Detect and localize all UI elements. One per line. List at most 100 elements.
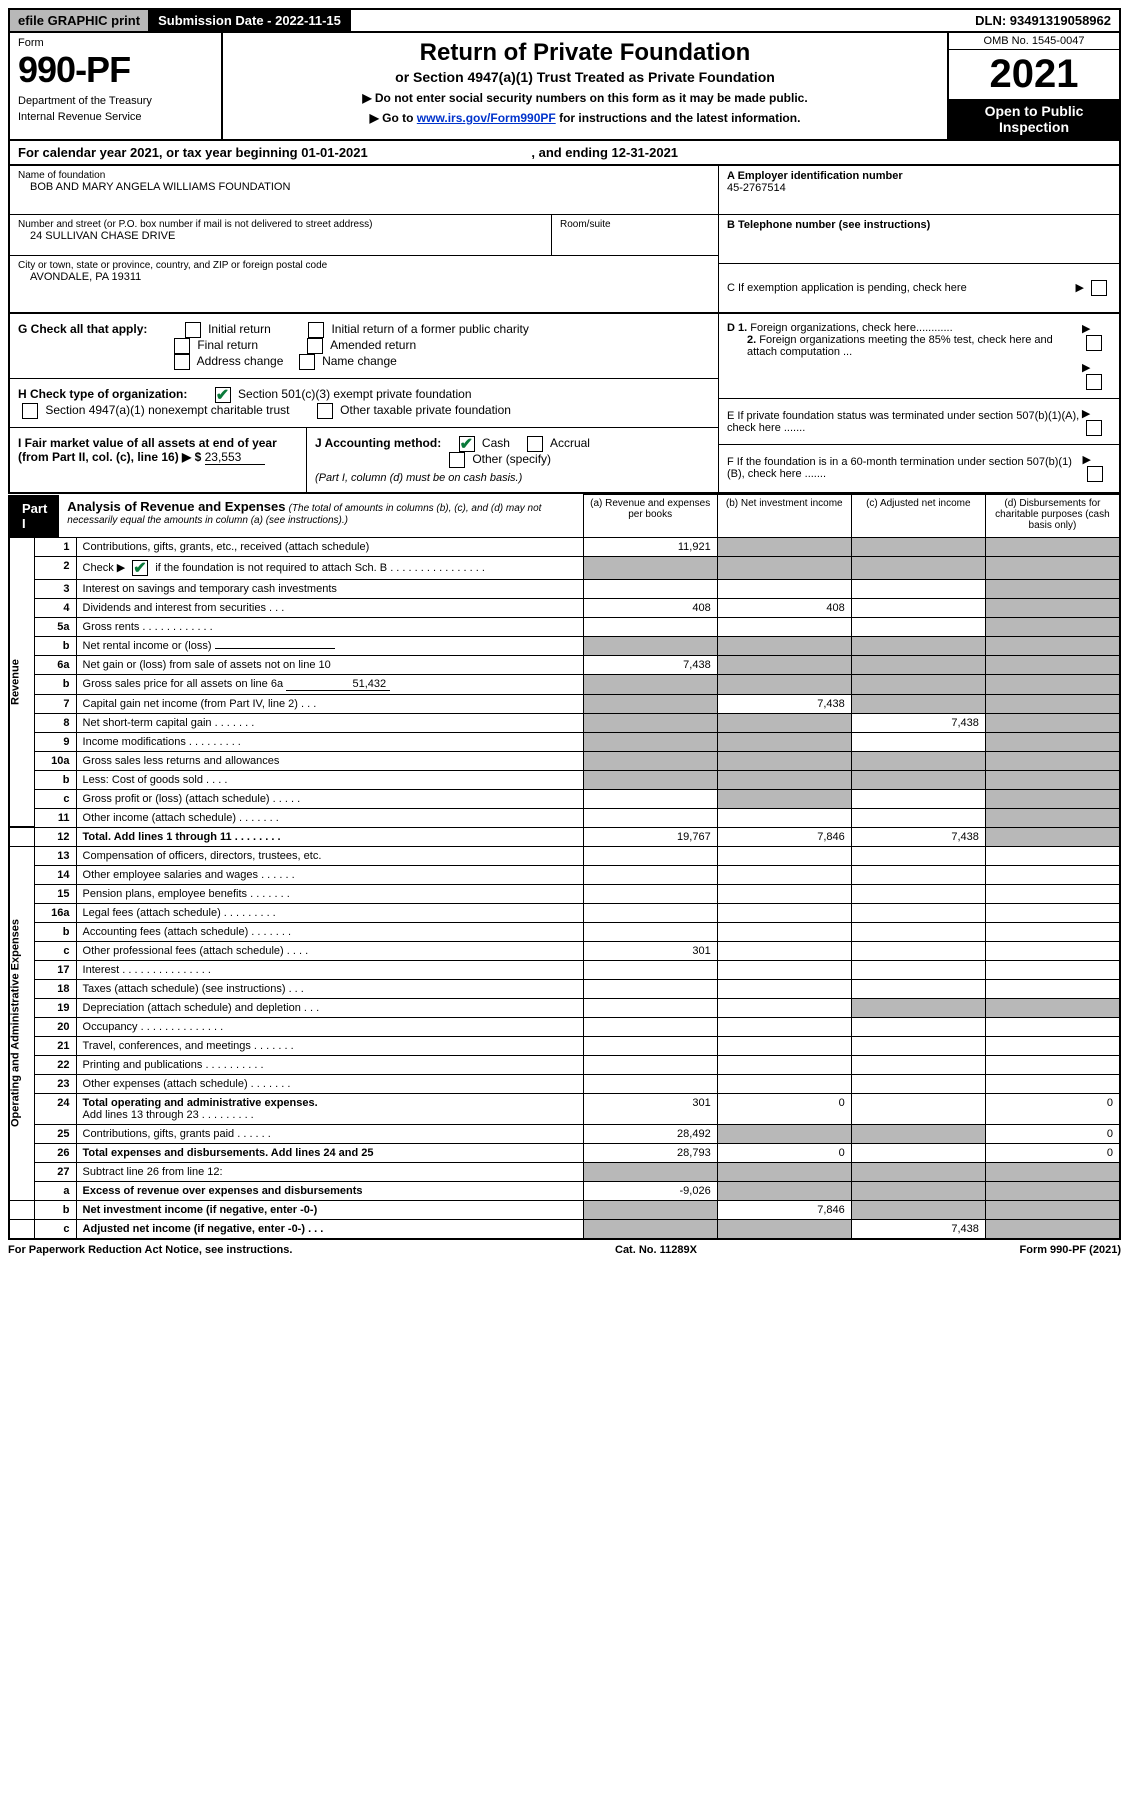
table-row: 9 Income modifications . . . . . . . . .	[9, 732, 1120, 751]
table-row: 26 Total expenses and disbursements. Add…	[9, 1143, 1120, 1162]
part1-title: Analysis of Revenue and Expenses	[67, 499, 285, 514]
j-cash-checkbox[interactable]	[459, 436, 475, 452]
g-name-checkbox[interactable]	[299, 354, 315, 370]
e-label: E If private foundation status was termi…	[727, 410, 1082, 434]
omb-number: OMB No. 1545-0047	[949, 33, 1119, 50]
table-row: 4 Dividends and interest from securities…	[9, 598, 1120, 617]
table-row: 12 Total. Add lines 1 through 11 . . . .…	[9, 827, 1120, 846]
table-row: bAccounting fees (attach schedule) . . .…	[9, 922, 1120, 941]
j-note: (Part I, column (d) must be on cash basi…	[315, 472, 710, 484]
efile-label[interactable]: efile GRAPHIC print	[10, 10, 150, 31]
ein-label: A Employer identification number	[727, 170, 1111, 182]
c-row: C If exemption application is pending, c…	[719, 264, 1119, 312]
irs-label: Internal Revenue Service	[18, 111, 213, 123]
street-address: 24 SULLIVAN CHASE DRIVE	[18, 230, 543, 242]
h-label: H Check type of organization:	[18, 387, 187, 401]
j-accrual: Accrual	[550, 436, 590, 450]
e-checkbox[interactable]	[1086, 420, 1102, 436]
form-header: Form 990-PF Department of the Treasury I…	[8, 33, 1121, 141]
amt-b	[717, 537, 851, 556]
dln: DLN: 93491319058962	[967, 10, 1119, 31]
h-4947: Section 4947(a)(1) nonexempt charitable …	[45, 403, 289, 417]
g-address: Address change	[197, 354, 284, 368]
table-row: 15Pension plans, employee benefits . . .…	[9, 884, 1120, 903]
arrow-icon: ▶	[1075, 282, 1083, 294]
table-row: 10a Gross sales less returns and allowan…	[9, 751, 1120, 770]
table-row: 14Other employee salaries and wages . . …	[9, 865, 1120, 884]
d2-label: Foreign organizations meeting the 85% te…	[747, 334, 1053, 358]
name-label: Name of foundation	[18, 170, 710, 181]
calendar-year-row: For calendar year 2021, or tax year begi…	[8, 141, 1121, 166]
info-grid: Name of foundation BOB AND MARY ANGELA W…	[8, 166, 1121, 314]
cal-pre: For calendar year 2021, or tax year begi…	[18, 145, 301, 160]
table-row: a Excess of revenue over expenses and di…	[9, 1181, 1120, 1200]
h-4947-checkbox[interactable]	[22, 403, 38, 419]
table-row: 20Occupancy . . . . . . . . . . . . . .	[9, 1017, 1120, 1036]
g-amended: Amended return	[330, 338, 416, 352]
street-label: Number and street (or P.O. box number if…	[18, 219, 543, 230]
g-label: G Check all that apply:	[18, 322, 147, 336]
part1-table: Part I Analysis of Revenue and Expenses …	[8, 494, 1121, 1240]
instr2-pre: ▶ Go to	[370, 111, 417, 125]
g-section: G Check all that apply: Initial return I…	[10, 314, 718, 379]
d2-checkbox[interactable]	[1086, 374, 1102, 390]
table-row: 19Depreciation (attach schedule) and dep…	[9, 998, 1120, 1017]
city-row: City or town, state or province, country…	[10, 256, 718, 304]
city-state-zip: AVONDALE, PA 19311	[18, 271, 710, 283]
schb-checkbox[interactable]	[132, 560, 148, 576]
checks-block: G Check all that apply: Initial return I…	[8, 314, 1121, 494]
g-amended-checkbox[interactable]	[307, 338, 323, 354]
table-row: 5a Gross rents . . . . . . . . . . . .	[9, 617, 1120, 636]
name-row: Name of foundation BOB AND MARY ANGELA W…	[10, 166, 718, 215]
table-row: 8 Net short-term capital gain . . . . . …	[9, 713, 1120, 732]
g-initial-checkbox[interactable]	[185, 322, 201, 338]
table-row: Operating and Administrative Expenses 13…	[9, 846, 1120, 865]
table-row: 23Other expenses (attach schedule) . . .…	[9, 1074, 1120, 1093]
g-address-checkbox[interactable]	[174, 354, 190, 370]
arrow-icon: ▶	[1083, 454, 1091, 466]
table-row: b Net rental income or (loss)	[9, 636, 1120, 655]
amt-a: 11,921	[583, 537, 717, 556]
irs-link[interactable]: www.irs.gov/Form990PF	[417, 111, 556, 125]
table-row: 6a Net gain or (loss) from sale of asset…	[9, 655, 1120, 674]
table-row: b Gross sales price for all assets on li…	[9, 674, 1120, 694]
g-final-checkbox[interactable]	[174, 338, 190, 354]
part1-header-row: Part I Analysis of Revenue and Expenses …	[9, 495, 1120, 538]
line-no: 2	[35, 556, 76, 579]
cal-end: 12-31-2021	[612, 145, 679, 160]
table-row: 16aLegal fees (attach schedule) . . . . …	[9, 903, 1120, 922]
j-other-checkbox[interactable]	[449, 452, 465, 468]
h-other-checkbox[interactable]	[317, 403, 333, 419]
phone-label: B Telephone number (see instructions)	[727, 219, 1111, 231]
table-row: 17Interest . . . . . . . . . . . . . . .	[9, 960, 1120, 979]
d1-checkbox[interactable]	[1086, 335, 1102, 351]
g-initial-former: Initial return of a former public charit…	[331, 322, 528, 336]
table-row: b Less: Cost of goods sold . . . .	[9, 770, 1120, 789]
h-501c3-checkbox[interactable]	[215, 387, 231, 403]
i-j-section: I Fair market value of all assets at end…	[10, 428, 718, 492]
footer-right: Form 990-PF (2021)	[1020, 1244, 1121, 1256]
j-accrual-checkbox[interactable]	[527, 436, 543, 452]
col-b-header: (b) Net investment income	[717, 495, 851, 538]
g-initial-former-checkbox[interactable]	[308, 322, 324, 338]
title-block: Return of Private Foundation or Section …	[223, 33, 947, 139]
footer: For Paperwork Reduction Act Notice, see …	[8, 1240, 1121, 1260]
form-number: 990-PF	[18, 49, 213, 91]
expenses-label: Operating and Administrative Expenses	[9, 846, 35, 1200]
col-a-header: (a) Revenue and expenses per books	[583, 495, 717, 538]
arrow-icon: ▶	[1082, 362, 1090, 374]
h-other: Other taxable private foundation	[340, 403, 511, 417]
amt-d	[985, 537, 1120, 556]
c-checkbox[interactable]	[1091, 280, 1107, 296]
info-right: A Employer identification number 45-2767…	[718, 166, 1119, 312]
c-label: C If exemption application is pending, c…	[727, 282, 967, 294]
j-label: J Accounting method:	[315, 436, 441, 450]
open-public: Open to Public Inspection	[949, 99, 1119, 139]
table-row: 18Taxes (attach schedule) (see instructi…	[9, 979, 1120, 998]
f-checkbox[interactable]	[1087, 466, 1103, 482]
col-d-header: (d) Disbursements for charitable purpose…	[985, 495, 1120, 538]
table-row: 27 Subtract line 26 from line 12:	[9, 1162, 1120, 1181]
table-row: Revenue 1 Contributions, gifts, grants, …	[9, 537, 1120, 556]
ein-row: A Employer identification number 45-2767…	[719, 166, 1119, 215]
footer-left: For Paperwork Reduction Act Notice, see …	[8, 1244, 292, 1256]
